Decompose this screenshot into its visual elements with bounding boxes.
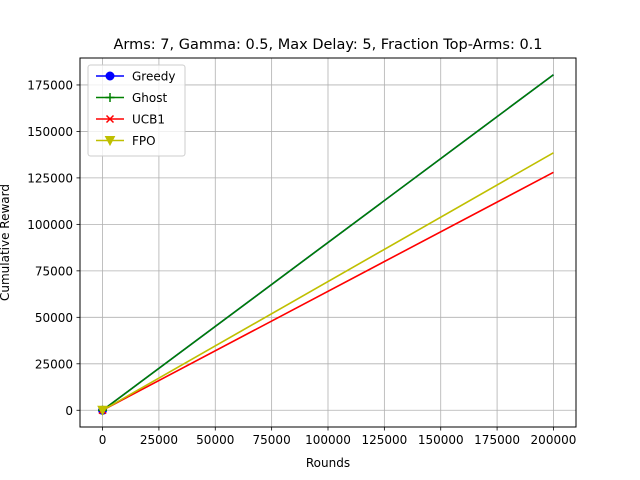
- legend-marker-ucb1: [105, 114, 115, 124]
- x-axis-label: Rounds: [306, 456, 350, 470]
- x-tick-label: 200000: [531, 433, 577, 447]
- legend-box: [87, 64, 186, 157]
- y-tick-label: 25000: [35, 357, 73, 371]
- x-tick-label: 25000: [140, 433, 178, 447]
- y-tick-label: 75000: [35, 264, 73, 278]
- series-line-ucb1: [102, 171, 554, 411]
- y-tick-label: 100000: [27, 218, 73, 232]
- legend-label-greedy: Greedy: [132, 70, 175, 84]
- x-tick-label: 100000: [305, 433, 351, 447]
- legend-item-fpo: FPO: [96, 134, 156, 148]
- series-line-fpo: [102, 152, 554, 411]
- legend-item-greedy: Greedy: [96, 70, 175, 84]
- y-tick-label: 150000: [27, 125, 73, 139]
- chart-title: Arms: 7, Gamma: 0.5, Max Delay: 5, Fract…: [113, 37, 542, 53]
- series-line-ghost: [102, 74, 554, 411]
- series-fpo: [97, 152, 554, 416]
- legend-label-ucb1: UCB1: [132, 113, 165, 127]
- x-tick-label: 150000: [418, 433, 464, 447]
- series-layer: [97, 74, 554, 416]
- legend-label-fpo: FPO: [132, 134, 156, 148]
- legend-marker-fpo: [104, 136, 116, 147]
- series-marker-fpo: [97, 405, 108, 416]
- legend-item-ghost: Ghost: [96, 91, 167, 105]
- x-tick-label: 50000: [196, 433, 234, 447]
- y-axis-label: Cumulative Reward: [0, 184, 12, 301]
- y-tick-label: 50000: [35, 311, 73, 325]
- legend-marker-greedy: [105, 71, 115, 81]
- grid: [80, 58, 576, 427]
- legend: Greedy Ghost UCB1 FPO: [87, 64, 186, 157]
- legend-item-ucb1: UCB1: [96, 113, 165, 127]
- y-tick-label: 125000: [27, 171, 73, 185]
- legend-label-ghost: Ghost: [132, 91, 167, 105]
- y-tick-label: 175000: [27, 78, 73, 92]
- legend-marker-ghost: [105, 93, 115, 102]
- ticks: 0 25000 50000 75000 100000 125000 150000 175000…: [27, 78, 576, 447]
- x-tick-label: 0: [99, 433, 107, 447]
- x-tick-label: 175000: [474, 433, 520, 447]
- x-tick-label: 75000: [253, 433, 291, 447]
- x-tick-label: 125000: [361, 433, 407, 447]
- y-tick-label: 0: [65, 404, 73, 418]
